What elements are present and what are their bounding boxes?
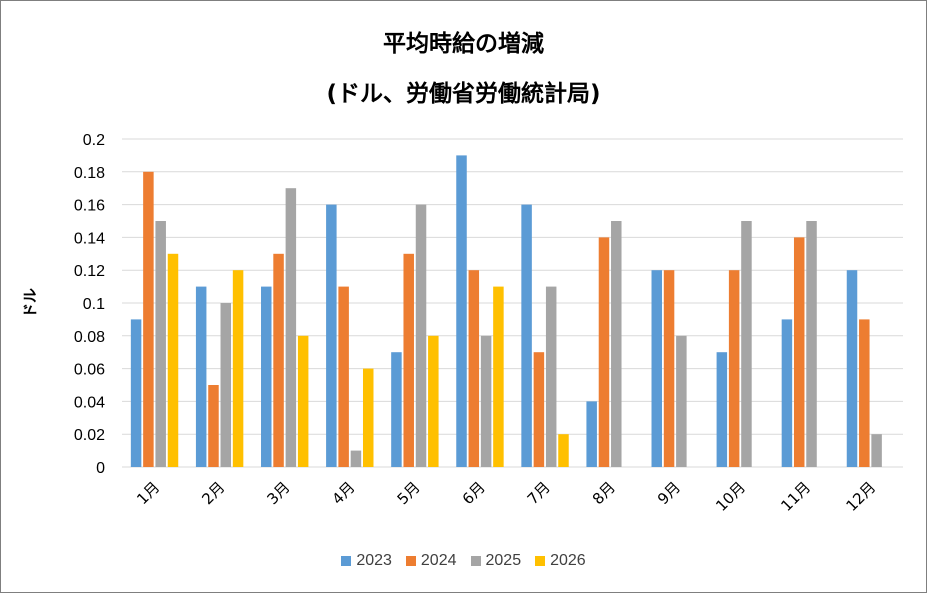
legend-item: 2025 (470, 552, 522, 570)
bar (741, 221, 752, 467)
y-tick-label: 0.16 (74, 198, 105, 215)
bar (391, 352, 402, 467)
bar (793, 237, 805, 467)
bar (326, 204, 337, 467)
x-tick-label: 10月 (712, 478, 749, 515)
legend-swatch (535, 556, 546, 566)
x-tick-label: 6月 (459, 478, 489, 508)
bar (456, 155, 467, 467)
x-tick-label: 11月 (777, 478, 814, 515)
bar (545, 286, 557, 467)
y-tick-label: 0 (96, 460, 105, 477)
bar (598, 237, 610, 467)
legend-item: 2026 (535, 552, 586, 570)
bar (676, 335, 687, 467)
bar (533, 352, 545, 467)
bar (781, 319, 793, 467)
gridlines (122, 138, 903, 468)
bar (130, 319, 142, 467)
y-tick-label: 0.04 (74, 394, 105, 411)
legend-label: 2026 (550, 552, 586, 569)
bar (285, 188, 297, 467)
bar (728, 270, 740, 467)
bar (167, 253, 179, 467)
legend-item: 2024 (405, 552, 457, 570)
bars (130, 155, 882, 468)
bar (651, 270, 663, 467)
legend-label: 2025 (485, 552, 522, 569)
legend-label: 2023 (356, 552, 392, 569)
bar (521, 204, 532, 467)
y-tick-label: 0.06 (74, 362, 105, 379)
bar (273, 253, 284, 467)
bar (716, 352, 728, 467)
bar (806, 221, 817, 467)
y-tick-label: 0.14 (74, 230, 105, 247)
bar (261, 286, 272, 467)
chart-title: 平均時給の増減 (383, 31, 544, 57)
bar (297, 335, 309, 467)
x-tick-label: 12月 (842, 478, 879, 515)
x-tick-label: 5月 (394, 478, 424, 508)
bar (480, 335, 492, 467)
bar (338, 286, 349, 467)
bar (208, 385, 219, 467)
y-tick-label: 0.2 (83, 132, 105, 149)
bar (493, 286, 504, 467)
bar (143, 171, 154, 468)
bar (611, 221, 622, 467)
bar (220, 303, 232, 467)
bar (428, 335, 439, 467)
bar (350, 450, 362, 467)
bar (846, 270, 858, 467)
y-tick-label: 0.12 (74, 263, 105, 280)
y-tick-label: 0.08 (74, 329, 105, 346)
legend-item: 2023 (341, 552, 392, 570)
y-tick-label: 0.02 (74, 427, 105, 444)
y-axis-label: ドル (21, 288, 39, 318)
bar (403, 253, 414, 467)
bar (663, 270, 675, 467)
x-tick-label: 8月 (589, 478, 619, 508)
x-tick-label: 7月 (524, 478, 554, 508)
x-tick-label: 3月 (263, 478, 293, 508)
bar (415, 204, 427, 467)
bar (155, 221, 166, 467)
bar (362, 368, 374, 467)
bar (195, 286, 207, 467)
x-tick-label: 1月 (133, 478, 163, 508)
chart-subtitle: (ドル、労働省労働統計局) (326, 81, 601, 107)
legend-swatch (405, 556, 416, 566)
legend-label: 2024 (420, 552, 457, 569)
bar (468, 270, 480, 467)
legend-swatch (341, 556, 352, 566)
y-tick-label: 0.1 (83, 296, 105, 313)
x-tick-label: 9月 (654, 478, 684, 508)
legend: 2023 2024 2025 2026 (0, 552, 927, 570)
bar (871, 434, 882, 467)
y-axis-ticks: 0 0.02 0.04 0.06 0.08 0.1 0.12 0.14 0.16 0.18 0.2 (74, 132, 105, 477)
y-tick-label: 0.18 (74, 165, 105, 182)
x-axis-ticks: 1月 2月 3月 4月 5月 6月 7月 8月 9月 10月 11月 12月 (133, 478, 879, 515)
x-tick-label: 4月 (329, 478, 359, 508)
legend-swatch (470, 556, 481, 566)
x-tick-label: 2月 (198, 478, 228, 508)
bar (586, 401, 597, 467)
bar (859, 319, 870, 467)
bar (558, 434, 569, 467)
bar (232, 270, 244, 467)
